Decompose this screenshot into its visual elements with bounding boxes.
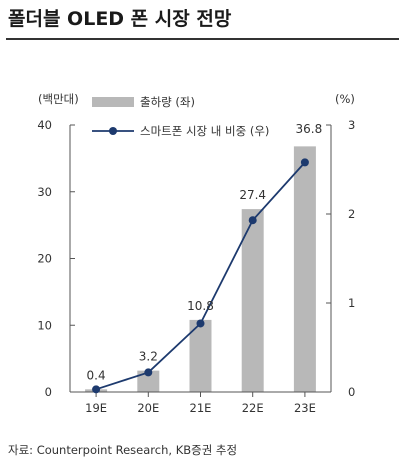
x-tick-label: 23E [294, 401, 316, 415]
source-note: 자료: Counterpoint Research, KB증권 추정 [8, 443, 238, 457]
bar-data-label: 3.2 [139, 350, 158, 364]
line-point-share [300, 158, 309, 167]
legend-marker-line [109, 127, 117, 135]
legend-label-line: 스마트폰 시장 내 비중 (우) [140, 124, 269, 138]
x-tick-label: 20E [137, 401, 159, 415]
y-left-tick-label: 10 [37, 318, 52, 332]
y-left-tick-label: 0 [45, 385, 52, 399]
bar-data-label: 0.4 [87, 368, 106, 382]
bar-data-label: 36.8 [296, 122, 323, 136]
bar-data-label: 10.8 [187, 299, 214, 313]
x-tick-label: 21E [190, 401, 212, 415]
bar-shipments [293, 146, 316, 392]
y-right-tick-label: 1 [348, 296, 355, 310]
y-left-tick-label: 20 [37, 252, 52, 266]
y-right-tick-label: 2 [348, 207, 355, 221]
line-point-share [196, 319, 205, 328]
y-right-unit: (%) [335, 92, 355, 106]
x-tick-label: 22E [242, 401, 264, 415]
y-right-tick-label: 3 [348, 118, 355, 132]
title-divider [6, 38, 399, 40]
bar-shipments [137, 370, 160, 392]
chart-canvas: 0 10 20 30 40 0 1 2 3 19E 20E 21E 22E 23E (백만대) (%) 0.4 3… [37, 92, 355, 415]
bar-shipments [241, 209, 264, 392]
legend-label-bar: 출하량 (좌) [140, 95, 195, 109]
x-tick-label: 19E [85, 401, 107, 415]
line-point-share [92, 385, 101, 394]
line-point-share [248, 216, 257, 225]
chart-title: 폴더블 OLED 폰 시장 전망 [8, 8, 232, 30]
y-left-tick-label: 30 [37, 185, 52, 199]
bar-data-label: 27.4 [239, 188, 266, 202]
legend-swatch-bar [92, 97, 134, 107]
line-point-share [144, 368, 153, 377]
y-left-unit: (백만대) [38, 92, 79, 106]
y-right-tick-label: 0 [348, 385, 355, 399]
bar-shipments [189, 319, 212, 392]
y-left-tick-label: 40 [37, 118, 52, 132]
